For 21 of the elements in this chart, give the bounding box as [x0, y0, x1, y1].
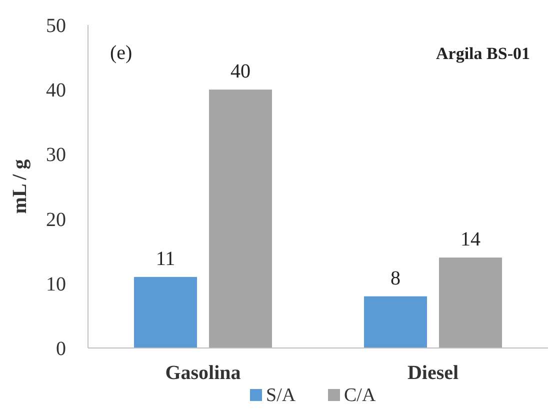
data-label: 8	[390, 267, 400, 290]
legend-label: S/A	[266, 385, 296, 406]
y-tick-label: 30	[46, 144, 66, 166]
bar	[439, 258, 502, 348]
x-tick-label: Gasolina	[165, 362, 241, 384]
y-tick-label: 20	[46, 208, 66, 231]
data-label: 14	[460, 228, 480, 251]
bar	[134, 276, 197, 348]
data-label: 40	[230, 60, 250, 83]
x-tick-label: Diesel	[407, 362, 459, 384]
annotation: Argila BS-01	[436, 44, 530, 63]
annotation: (e)	[110, 42, 132, 64]
bar	[209, 90, 272, 348]
bar	[364, 296, 427, 348]
y-axis-title: mL / g	[9, 159, 31, 214]
y-tick-label: 40	[46, 80, 66, 102]
y-tick-label: 0	[56, 338, 66, 360]
y-tick-label: 10	[46, 273, 66, 296]
data-label: 11	[156, 248, 176, 270]
y-tick-label: 50	[46, 15, 66, 37]
legend-label: C/A	[344, 385, 376, 406]
